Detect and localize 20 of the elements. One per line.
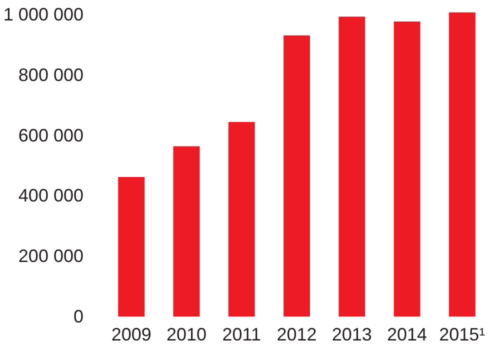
bar xyxy=(228,122,255,316)
bar xyxy=(448,12,476,316)
y-tick-label: 1 000 000 xyxy=(3,4,84,25)
y-tick-label: 0 xyxy=(73,306,84,326)
x-tick-label: 2013 xyxy=(332,324,372,344)
y-tick-label: 200 000 xyxy=(18,246,84,266)
bar xyxy=(338,16,366,316)
x-tick-label: 2009 xyxy=(111,324,152,344)
bar xyxy=(173,146,200,316)
y-tick-label: 600 000 xyxy=(18,125,84,146)
x-tick-label: 2015¹ xyxy=(439,324,486,344)
x-tick-label: 2010 xyxy=(166,324,207,344)
y-tick-label: 800 000 xyxy=(18,64,84,85)
bar xyxy=(284,35,310,316)
x-tick-label: 2012 xyxy=(276,324,317,344)
y-tick-label: 400 000 xyxy=(18,186,84,206)
x-tick-label: 2011 xyxy=(222,324,261,344)
x-tick-label: 2014 xyxy=(387,324,428,344)
bar xyxy=(118,176,145,316)
bar xyxy=(394,21,420,316)
